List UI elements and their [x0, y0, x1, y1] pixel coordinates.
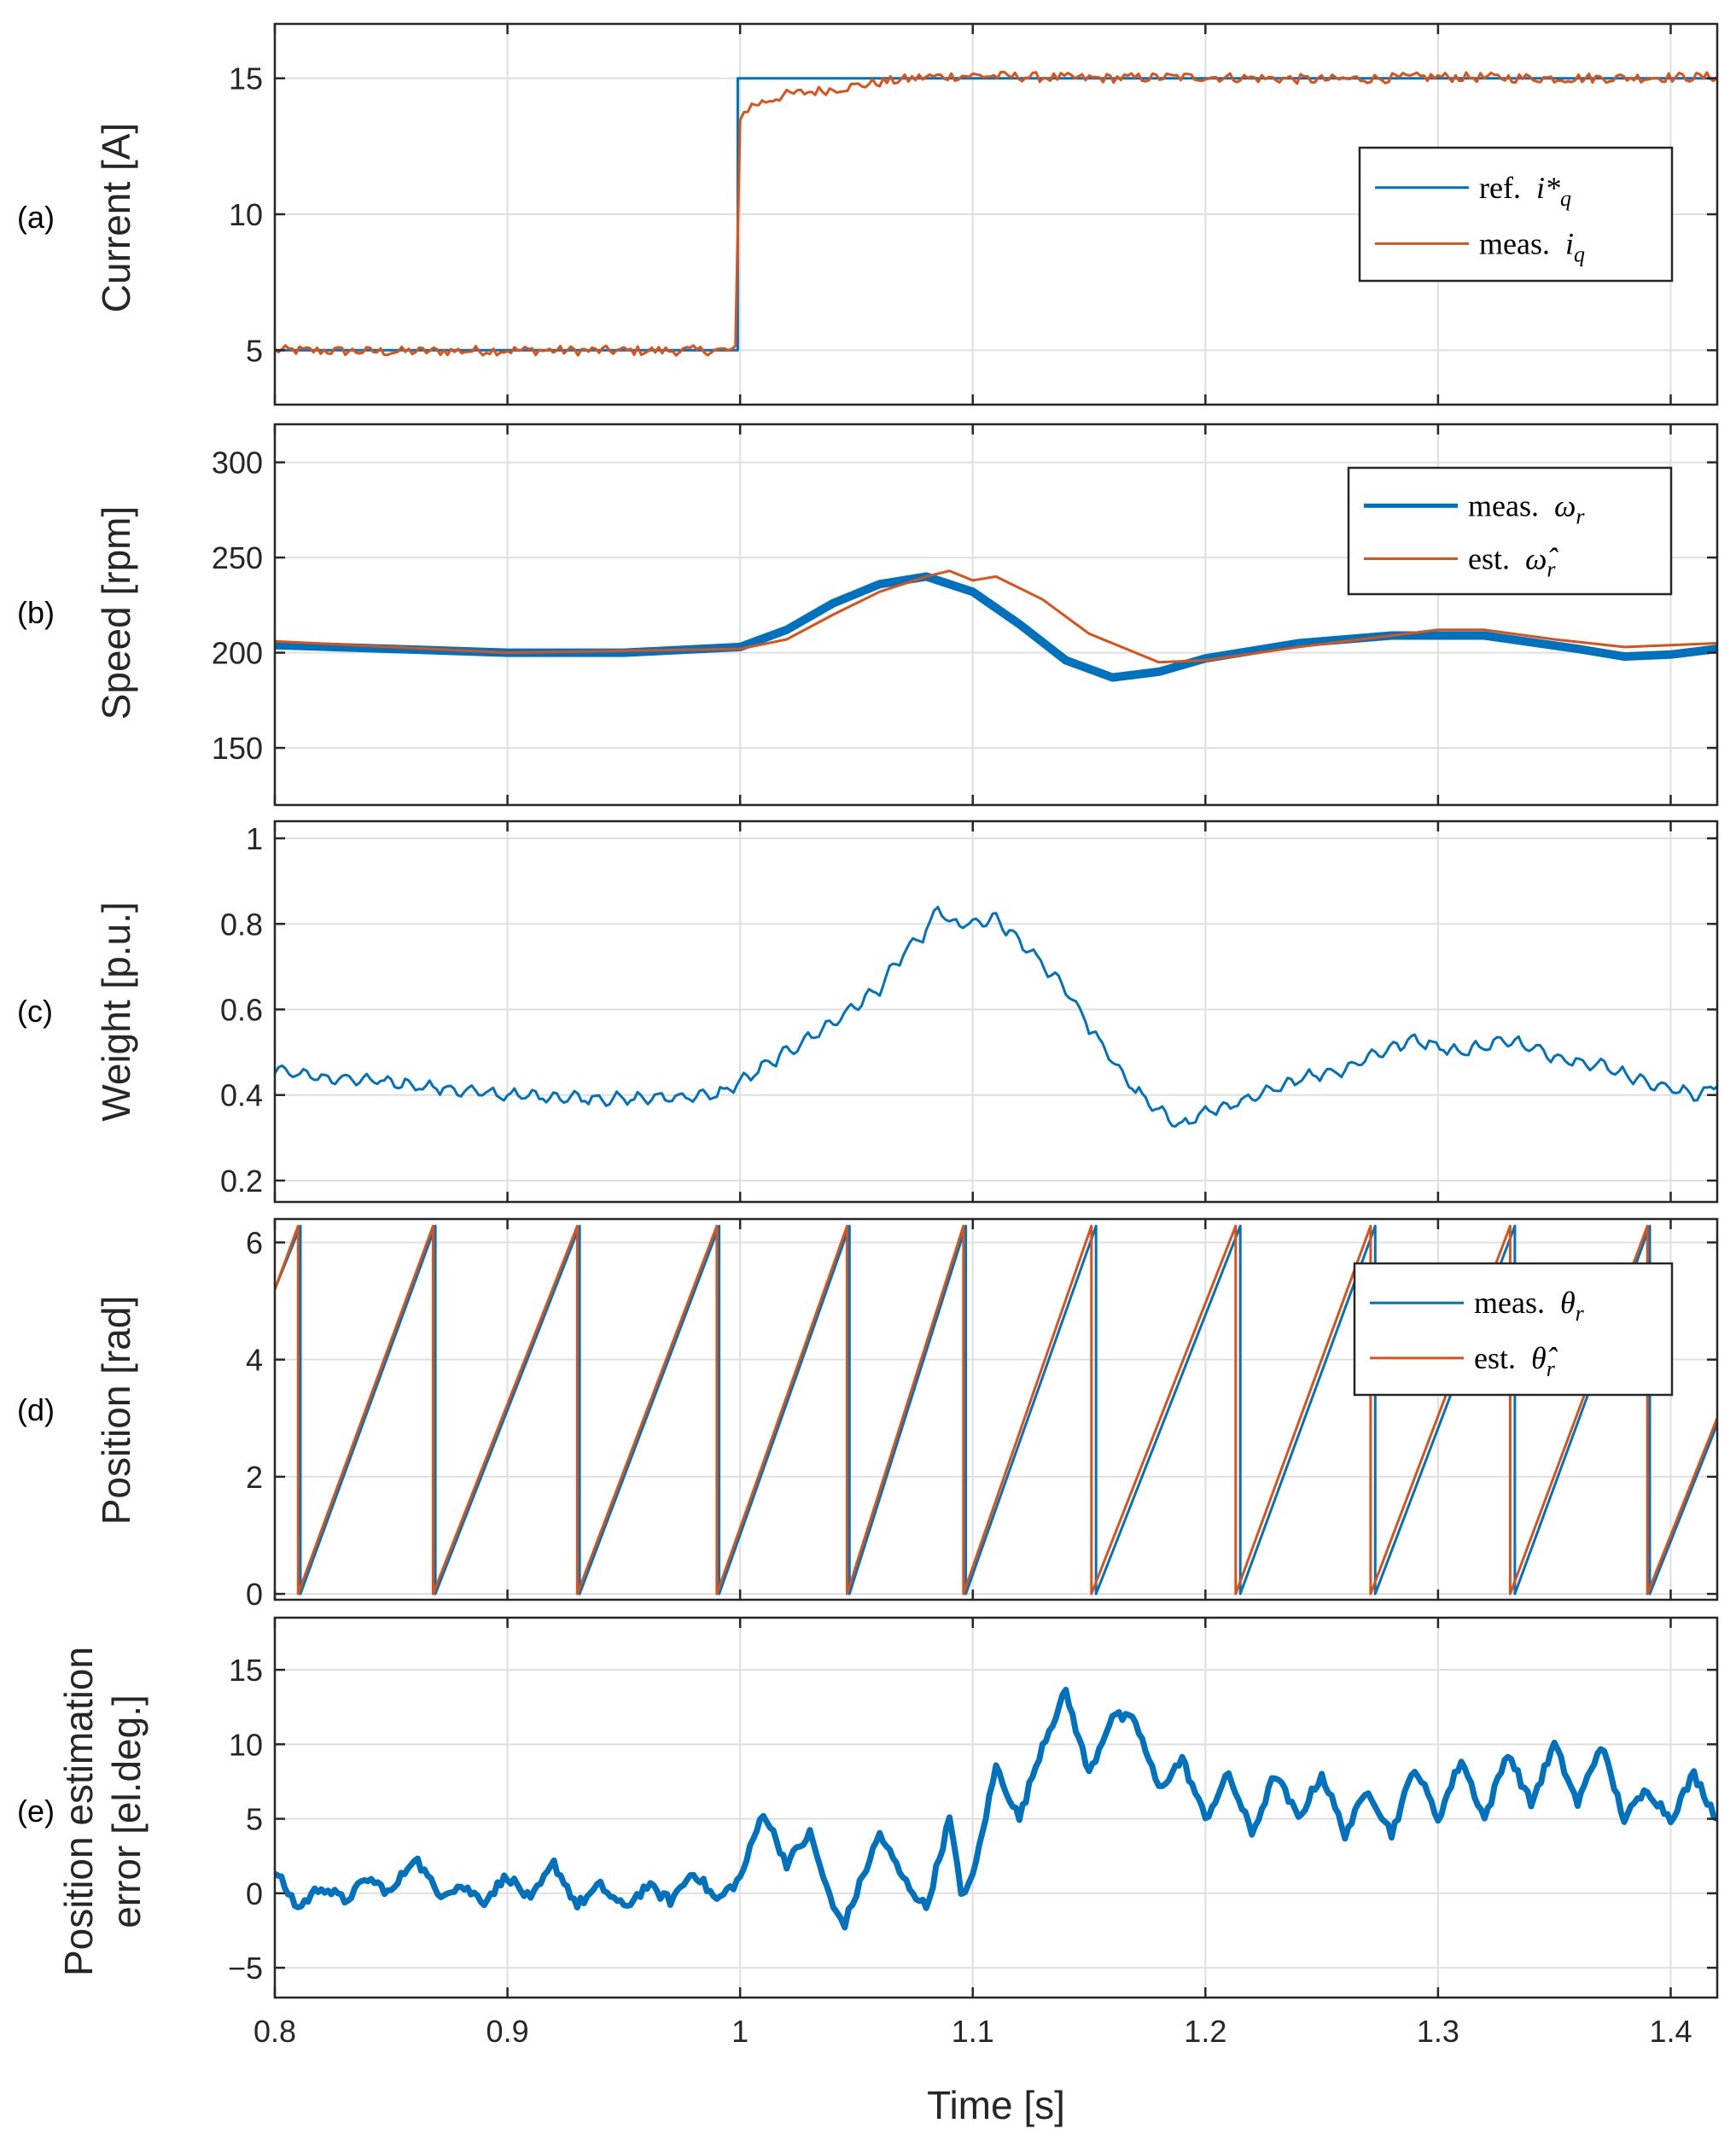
y-axis-label: Weight [p.u.]	[94, 901, 138, 1121]
panel-4: 0 2 4 6 Position [rad] (d) meas. θr est. θ̂r	[17, 1217, 1719, 1612]
y-axis-label: Position [rad]	[94, 1296, 138, 1525]
series-line-2	[275, 70, 1717, 357]
legend-entry: ref. i*q	[1479, 171, 1571, 211]
y-axis-label-line: Position estimation	[56, 1647, 101, 1976]
legend: meas. θr est. θ̂r	[1353, 1262, 1674, 1397]
y-tick-label: 150	[212, 731, 263, 766]
legend: ref. i*q meas. iq	[1358, 146, 1674, 283]
series-line-1	[275, 906, 1717, 1128]
axes-frame	[273, 820, 1719, 1204]
panel-label: (b)	[17, 595, 55, 630]
panel-label: (d)	[17, 1392, 55, 1427]
y-tick-label: 0	[246, 1876, 263, 1911]
panel-label: (a)	[17, 200, 55, 235]
legend-entry: est. ω̂r	[1468, 542, 1558, 582]
y-tick-label: 2	[246, 1460, 263, 1495]
panel-2: 150 200 250 300 Speed [rpm] (b) meas. ωr est. ω…	[17, 423, 1719, 807]
y-tick-label: 1	[246, 821, 263, 856]
y-tick-label: 300	[212, 446, 263, 481]
legend-entry: est. θ̂r	[1474, 1341, 1558, 1381]
y-tick-label: 5	[246, 1802, 263, 1837]
axes-frame	[273, 1616, 1719, 1999]
legend-entry: meas. θr	[1474, 1286, 1585, 1326]
panel-1: 5 10 15 Current [A] (a) ref. i*q meas. iq	[17, 22, 1719, 406]
x-tick-label: 1.2	[1184, 2014, 1226, 2049]
y-tick-label: 15	[229, 61, 263, 96]
y-tick-label: 4	[246, 1343, 263, 1378]
y-tick-label: 0.6	[220, 992, 263, 1027]
y-tick-label: 200	[212, 636, 263, 671]
y-tick-label: 10	[229, 1727, 263, 1762]
y-axis-label: Current [A]	[94, 123, 138, 312]
y-axis-label: Speed [rpm]	[94, 506, 138, 720]
y-tick-label: 5	[246, 333, 263, 368]
x-tick-label: 1.4	[1649, 2014, 1692, 2049]
panel-label: (e)	[17, 1794, 55, 1829]
legend: meas. ωr est. ω̂r	[1347, 466, 1673, 596]
axes-frame	[273, 423, 1719, 807]
x-tick-label: 1	[731, 2014, 749, 2049]
panel-3: 0.2 0.4 0.6 0.8 1 Weight [p.u.] (c)	[17, 820, 1719, 1204]
y-tick-label: 6	[246, 1225, 263, 1260]
x-tick-label: 0.8	[253, 2014, 296, 2049]
y-tick-label: 0	[246, 1577, 263, 1612]
y-tick-label: 0.2	[220, 1164, 263, 1199]
x-tick-label: 0.9	[486, 2014, 529, 2049]
y-tick-label: 0.4	[220, 1078, 263, 1113]
legend-entry: meas. ωr	[1468, 488, 1585, 528]
panel-label: (c)	[17, 994, 53, 1029]
x-tick-label: 1.1	[952, 2014, 994, 2049]
y-axis-label-line: error [el.deg.]	[104, 1695, 149, 1928]
panel-5: −5 0 5 10 15 0.8 0.9 1 1.1 1.2 1.3 1.4 Time [s] Posit…	[17, 1616, 1719, 2127]
legend-entry: meas. iq	[1479, 226, 1585, 266]
x-axis-label: Time [s]	[927, 2083, 1065, 2127]
axes-frame	[273, 1217, 1719, 1601]
y-tick-label: 0.8	[220, 907, 263, 942]
y-tick-label: −5	[228, 1951, 263, 1986]
y-tick-label: 10	[229, 197, 263, 232]
series-line-2	[275, 569, 1717, 664]
y-tick-label: 250	[212, 540, 263, 575]
y-tick-label: 15	[229, 1653, 263, 1688]
series-line-1	[275, 1686, 1717, 1931]
x-tick-label: 1.3	[1417, 2014, 1459, 2049]
